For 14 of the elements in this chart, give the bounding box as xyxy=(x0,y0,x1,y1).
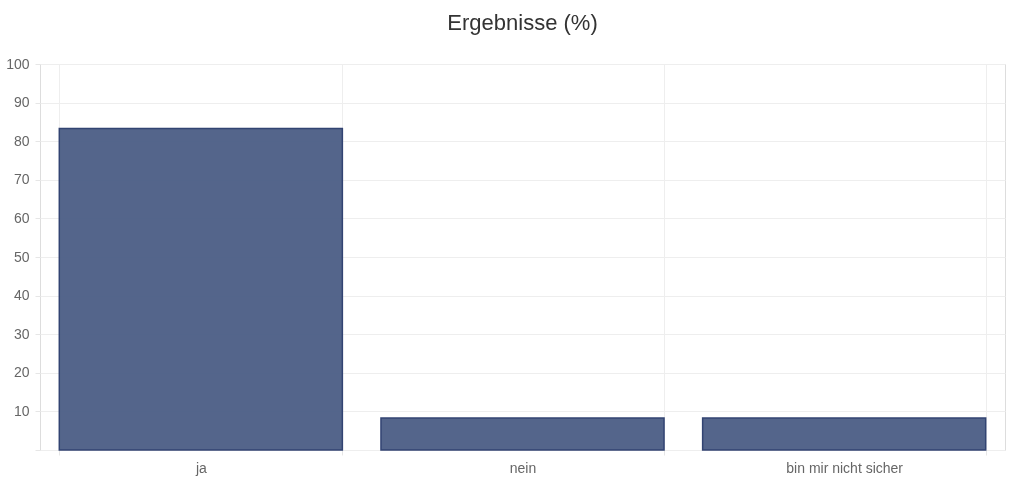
y-tick-label: 30 xyxy=(13,325,30,342)
y-tick-label: 60 xyxy=(13,209,30,226)
y-tick-label: 90 xyxy=(13,94,30,111)
y-tick-label: 80 xyxy=(13,132,30,149)
x-tick-label: ja xyxy=(194,459,207,476)
x-tick-label: nein xyxy=(509,459,537,476)
y-tick-label: 50 xyxy=(13,248,30,265)
y-tick-label: 100 xyxy=(6,55,30,72)
y-tick-label: 70 xyxy=(13,171,30,188)
y-tick-label: 10 xyxy=(13,402,30,419)
y-tick-label: 40 xyxy=(13,287,30,304)
chart-title: Ergebnisse (%) xyxy=(447,10,598,35)
y-tick-label: 20 xyxy=(13,364,30,381)
x-tick-label: bin mir nicht sicher xyxy=(786,459,904,476)
